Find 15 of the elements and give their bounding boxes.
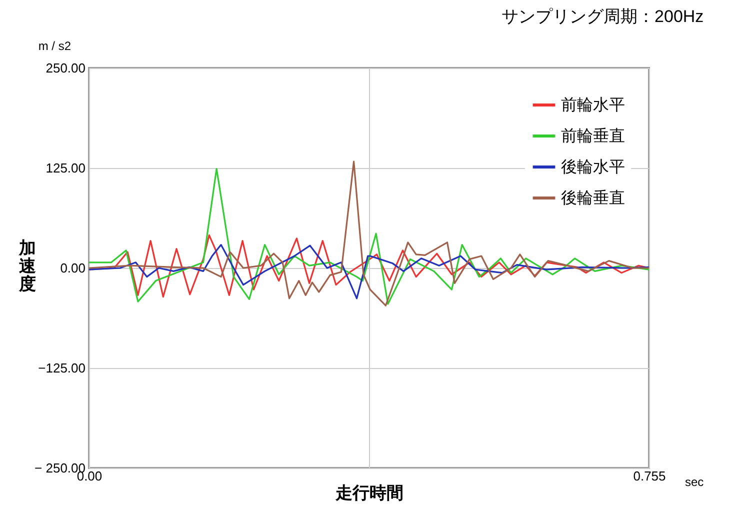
legend-label: 前輪水平 bbox=[561, 96, 625, 114]
text: m / s2 bbox=[38, 39, 72, 53]
line-series bbox=[88, 244, 650, 300]
text: sec bbox=[685, 475, 704, 489]
legend-label: 後輪水平 bbox=[561, 158, 625, 176]
y-tick-label: −125.00 bbox=[38, 360, 86, 376]
legend-label: 前輪垂直 bbox=[561, 127, 625, 145]
x-tick-label: 0.755 bbox=[633, 468, 666, 484]
y-tick-label: 125.00 bbox=[46, 160, 86, 176]
y-tick-label: 0.00 bbox=[60, 260, 86, 276]
x-axis-title: 走行時間 bbox=[334, 484, 404, 502]
chart-title: サンプリング周期：200Hz bbox=[502, 7, 704, 26]
y-tick-label: 250.00 bbox=[46, 60, 86, 76]
legend-label: 後輪垂直 bbox=[561, 189, 625, 207]
y-axis-title: 加速度 bbox=[18, 238, 36, 294]
